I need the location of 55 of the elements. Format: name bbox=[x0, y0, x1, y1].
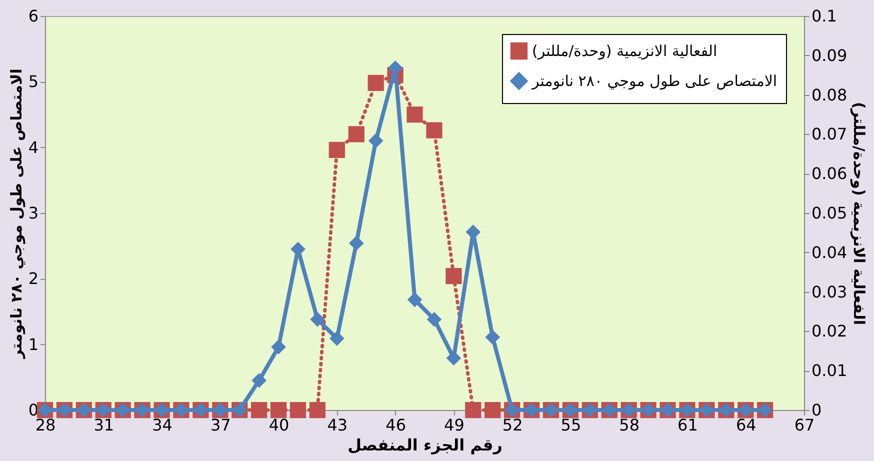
point bbox=[290, 402, 306, 418]
point bbox=[368, 74, 384, 92]
point bbox=[465, 402, 482, 418]
x-tick-label: 37 bbox=[210, 416, 231, 434]
point bbox=[368, 133, 384, 148]
y-tick-label: 3 bbox=[28, 204, 38, 222]
y-tick-label: 4 bbox=[28, 138, 38, 157]
point bbox=[252, 373, 266, 388]
x-tick-label: 64 bbox=[736, 416, 756, 434]
x-tick-label: 52 bbox=[502, 416, 523, 434]
y2-tick-label: 0.07 bbox=[812, 124, 848, 144]
point bbox=[328, 142, 345, 158]
x-tick-label: 55 bbox=[560, 416, 582, 434]
point bbox=[426, 122, 442, 138]
point bbox=[406, 106, 423, 123]
x-tick-label: 34 bbox=[152, 416, 172, 434]
y-axis-title: الامتصاص على طول موجي ٢٨٠ نانومتر bbox=[7, 68, 26, 360]
x-tick-label: 40 bbox=[268, 416, 290, 434]
point bbox=[271, 340, 286, 354]
y-tick-label: 2 bbox=[28, 269, 38, 288]
point bbox=[407, 292, 422, 308]
point bbox=[270, 402, 287, 418]
point bbox=[348, 236, 364, 251]
y2-tick-label: 0.03 bbox=[812, 282, 848, 302]
point bbox=[330, 331, 344, 346]
x-tick-label: 58 bbox=[619, 416, 640, 434]
point bbox=[251, 402, 268, 418]
y2-axis-title: الفعالية الانزيمية (وحدة/مللتر) bbox=[850, 102, 868, 325]
point bbox=[485, 330, 500, 345]
y2-tick-label: 0.1 bbox=[812, 6, 837, 26]
point bbox=[310, 312, 325, 327]
y2-tick-label: 0.01 bbox=[812, 361, 848, 380]
y2-tick-label: 0.06 bbox=[812, 164, 848, 184]
x-axis-title: رقم الجزء المنفصل bbox=[348, 436, 502, 454]
y-tick-label: 6 bbox=[28, 6, 38, 26]
point bbox=[426, 312, 442, 327]
y2-tick-label: 0.02 bbox=[812, 322, 848, 341]
x-tick-label: 49 bbox=[444, 416, 464, 434]
point bbox=[446, 268, 462, 284]
y2-tick-label: 0.09 bbox=[812, 46, 848, 65]
y-tick-label: 1 bbox=[28, 334, 38, 354]
x-tick-label: 43 bbox=[327, 416, 348, 434]
point bbox=[309, 402, 326, 418]
y-tick-label: 5 bbox=[28, 72, 38, 92]
y2-tick-label: 0.04 bbox=[812, 242, 848, 262]
x-tick-label: 28 bbox=[35, 416, 56, 434]
x-tick-label: 61 bbox=[678, 416, 698, 434]
x-tick-label: 31 bbox=[94, 416, 114, 434]
y2-tick-label: 0.05 bbox=[812, 204, 848, 222]
legend-label: الفعالية الانزيمية (وحدة/مللتر) bbox=[532, 42, 718, 60]
point bbox=[484, 402, 501, 418]
x-tick-label: 46 bbox=[386, 416, 406, 434]
y2-tick-label: 0.08 bbox=[812, 85, 848, 104]
legend-label: الامتصاص على طول موجي ٢٨٠ نانومتر bbox=[531, 72, 778, 90]
point bbox=[348, 126, 364, 142]
